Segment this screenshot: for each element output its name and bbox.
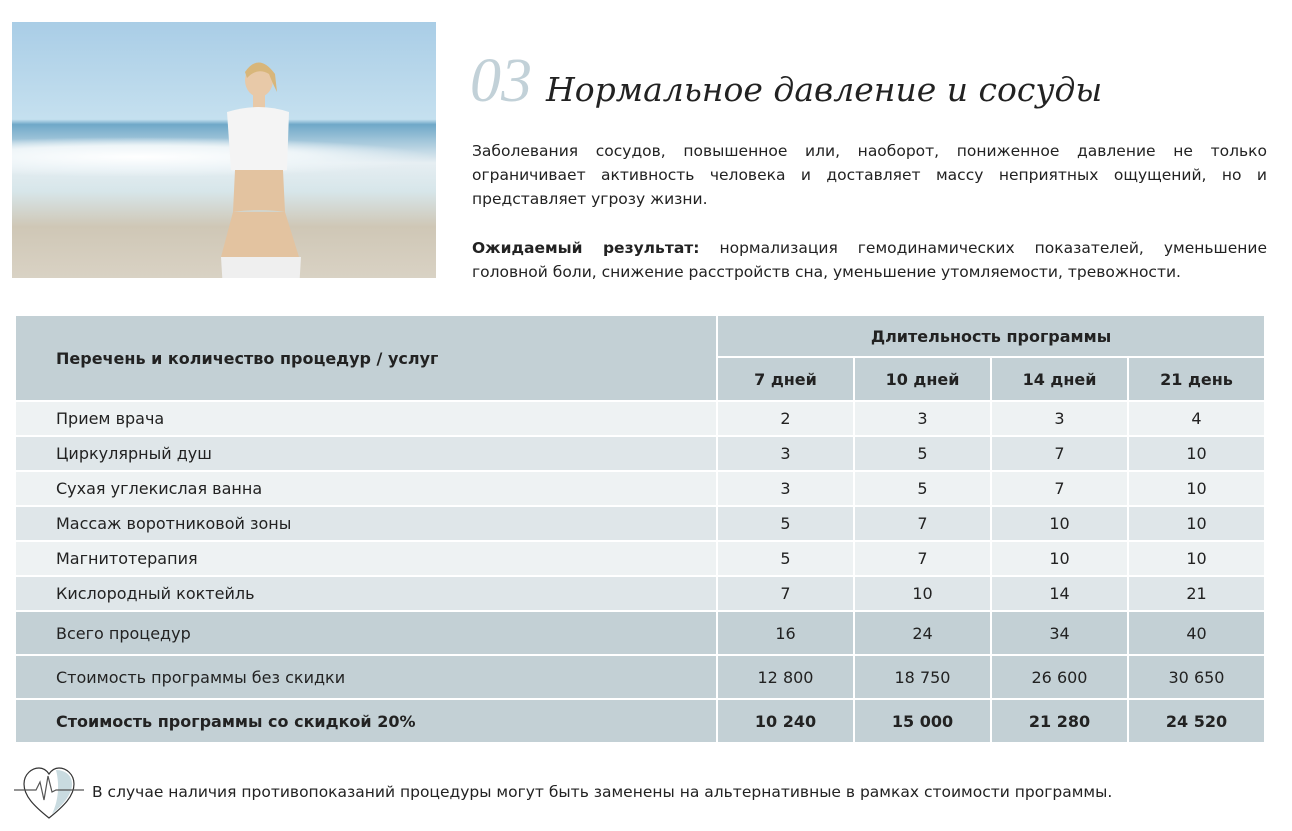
footer-note-text: В случае наличия противопоказаний процед… [92,783,1113,801]
table-row: Стоимость программы со скидкой 20% 10 240… [14,698,1266,744]
procedure-name: Стоимость программы без скидки [14,654,718,700]
cell-value: 7 [990,435,1129,472]
table-row: Прием врача 2 3 3 4 [14,400,1266,437]
cell-value: 5 [853,435,992,472]
heart-pulse-icon [14,767,84,819]
cell-value: 10 [1127,505,1266,542]
cell-value: 10 [1127,540,1266,577]
cell-value: 16 [716,610,855,656]
table-row: Циркулярный душ 3 5 7 10 [14,435,1266,472]
hero-photo [12,22,436,278]
cell-value: 3 [853,400,992,437]
cell-value: 10 240 [716,698,855,744]
cell-value: 5 [716,505,855,542]
cell-value: 7 [853,540,992,577]
duration-col: 21 день [1127,356,1266,402]
expected-result: Ожидаемый результат: нормализация гемоди… [472,236,1267,284]
cell-value: 18 750 [853,654,992,700]
intro-text: Заболевания сосудов, повышенное или, нао… [472,142,1267,208]
procedure-name: Циркулярный душ [14,435,718,472]
cell-value: 40 [1127,610,1266,656]
cell-value: 10 [1127,470,1266,507]
cell-value: 5 [853,470,992,507]
cell-value: 10 [990,540,1129,577]
table-row: Сухая углекислая ванна 3 5 7 10 [14,470,1266,507]
table-row: Массаж воротниковой зоны 5 7 10 10 [14,505,1266,542]
cell-value: 7 [990,470,1129,507]
cell-value: 3 [990,400,1129,437]
cell-value: 3 [716,470,855,507]
cell-value: 24 [853,610,992,656]
section-title: Нормальное давление и сосуды [546,70,1103,109]
cell-value: 30 650 [1127,654,1266,700]
footer-note: В случае наличия противопоказаний процед… [14,762,1112,822]
cell-value: 2 [716,400,855,437]
cell-value: 24 520 [1127,698,1266,744]
result-text: нормализация гемодинамических показателе… [472,239,1267,281]
cell-value: 12 800 [716,654,855,700]
cell-value: 26 600 [990,654,1129,700]
duration-col: 7 дней [716,356,855,402]
cell-value: 34 [990,610,1129,656]
result-label: Ожидаемый результат: [472,239,700,257]
procedure-name: Прием врача [14,400,718,437]
cell-value: 7 [716,575,855,612]
duration-col: 14 дней [990,356,1129,402]
procedure-name: Всего процедур [14,610,718,656]
section-number: 03 [470,47,532,115]
cell-value: 3 [716,435,855,472]
cell-value: 21 280 [990,698,1129,744]
procedure-name: Сухая углекислая ванна [14,470,718,507]
cell-value: 15 000 [853,698,992,744]
table-row: Магнитотерапия 5 7 10 10 [14,540,1266,577]
table-row: Кислородный коктейль 7 10 14 21 [14,575,1266,612]
table-row: Всего процедур 16 24 34 40 [14,610,1266,656]
cell-value: 7 [853,505,992,542]
table-row: Стоимость программы без скидки 12 800 18 7… [14,654,1266,700]
runner-figure [221,62,301,278]
page-title: 03 Нормальное давление и сосуды [470,46,1102,117]
procedure-name: Стоимость программы со скидкой 20% [14,698,718,744]
cell-value: 4 [1127,400,1266,437]
procedure-name: Массаж воротниковой зоны [14,505,718,542]
cell-value: 14 [990,575,1129,612]
procedure-name: Кислородный коктейль [14,575,718,612]
procedure-name: Магнитотерапия [14,540,718,577]
cell-value: 5 [716,540,855,577]
cell-value: 21 [1127,575,1266,612]
cell-value: 10 [990,505,1129,542]
procedures-header: Перечень и количество процедур / услуг [14,314,718,402]
duration-col: 10 дней [853,356,992,402]
cell-value: 10 [1127,435,1266,472]
duration-header: Длительность программы [716,314,1266,358]
program-table: Перечень и количество процедур / услуг Д… [14,314,1266,744]
cell-value: 10 [853,575,992,612]
